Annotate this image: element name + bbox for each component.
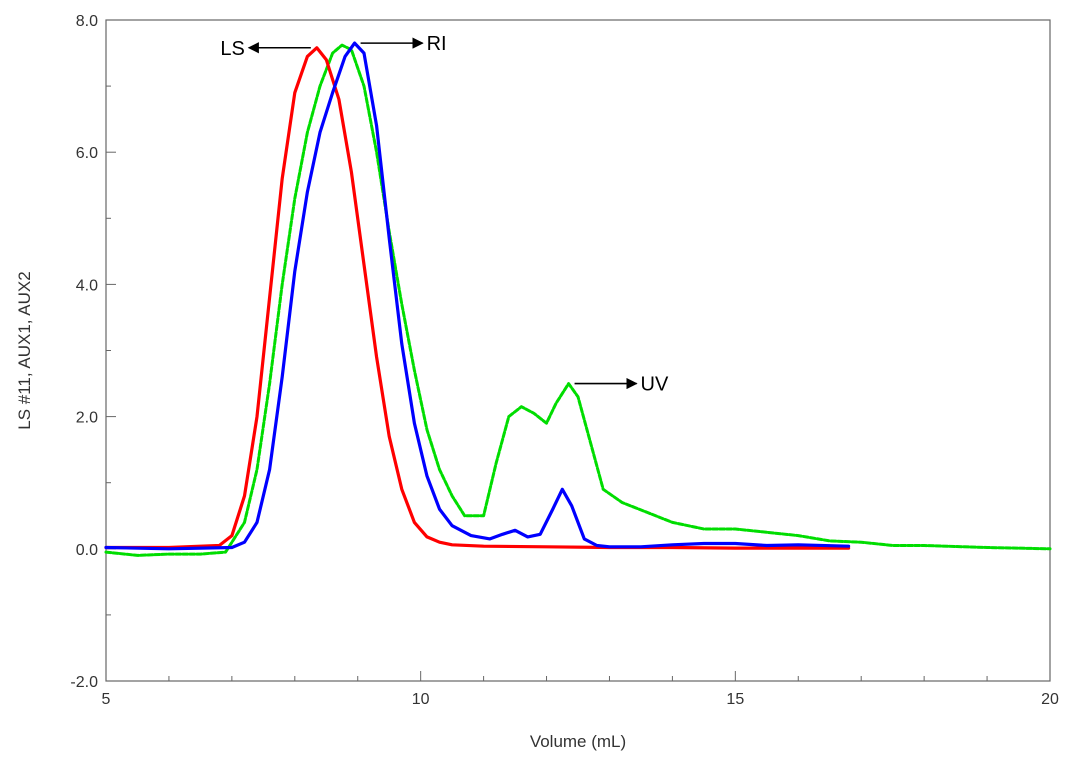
annotation-label-ri: RI <box>427 33 447 55</box>
annotation-label-uv: UV <box>641 374 669 396</box>
annotation-layer: LS RI UV <box>220 33 669 395</box>
x-tick-label: 5 <box>102 691 111 708</box>
series-layer <box>104 41 1052 557</box>
series-line-ri <box>104 41 851 551</box>
annotation-label-ls: LS <box>220 38 244 60</box>
y-tick-label: 0.0 <box>76 542 98 559</box>
y-tick-label: 2.0 <box>76 410 98 427</box>
axes-layer: 5 10 15 20 -2.0 0.0 2.0 4.0 6.0 8.0 <box>70 13 1059 708</box>
y-tick-label: 8.0 <box>76 13 98 30</box>
x-axis-label: Volume (mL) <box>530 732 626 751</box>
x-tick-label: 15 <box>726 691 744 708</box>
y-tick-label: -2.0 <box>70 674 98 691</box>
series-line-ls <box>104 46 851 550</box>
x-tick-label: 10 <box>412 691 430 708</box>
x-tick-label: 20 <box>1041 691 1059 708</box>
y-tick-label: 4.0 <box>76 277 98 294</box>
y-axis-label: LS #11, AUX1, AUX2 <box>15 271 34 429</box>
series-line-uv <box>104 43 1052 557</box>
y-tick-label: 6.0 <box>76 145 98 162</box>
